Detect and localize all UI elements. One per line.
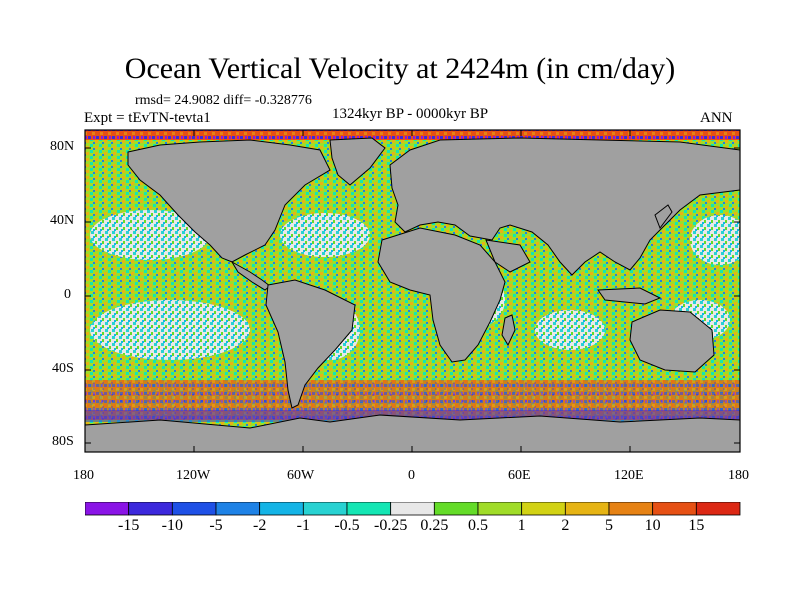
indonesia [597,287,662,305]
lat-tick-label: 80S [52,434,74,449]
colorbar-swatch [390,502,435,516]
lon-tick-label: 0 [408,468,415,483]
antarctica [85,414,740,452]
colorbar-swatch [128,502,173,516]
tick-marks [84,130,741,452]
experiment-label: Expt = tEvTN-tevta1 [84,110,211,126]
colorbar-label: -0.25 [373,517,408,534]
colorbar-label: -15 [117,517,140,534]
colorbar-label: 1 [517,517,526,534]
lon-tick-label: 120W [176,468,211,483]
lon-tick-label: 180 [728,468,749,483]
colorbar-swatch [259,502,304,516]
madagascar [501,314,516,347]
colorbar-swatch [608,502,654,516]
australia [629,309,715,373]
colorbar-label: 2 [561,517,570,534]
season-label: ANN [700,110,733,126]
lat-tick-label: 80N [50,139,75,154]
colorbar-swatch [85,502,130,516]
colorbar-label: -2 [252,517,267,534]
stats-text: rmsd= 24.9082 diff= -0.328776 [135,93,312,108]
colorbar-label: 0.25 [420,517,449,534]
colorbar-label: 0.5 [468,517,488,534]
lon-tick-label: 120E [614,468,644,483]
map-field [85,130,740,452]
land-masses [85,137,740,452]
eurasia [389,137,740,276]
lon-tick-label: 60W [287,468,315,483]
lon-tick-label: 60E [508,468,531,483]
lat-tick-label: 0 [64,287,71,302]
colorbar-swatch [346,502,392,516]
colorbar-label: 5 [605,517,613,534]
colorbar-label: 10 [644,517,661,534]
colorbar-swatch [695,502,741,516]
colorbar-swatch [433,502,479,516]
lat-tick-label: 40S [52,361,74,376]
lat-tick-label: 40N [50,213,75,228]
japan [654,204,673,230]
colorbar-label: -5 [209,517,223,534]
colorbar-label: 15 [688,517,705,534]
lon-tick-label: 180 [73,468,94,483]
colorbar-label: -10 [161,517,183,534]
south-america [265,279,356,409]
colorbar-swatch [215,502,261,516]
colorbar-swatch [302,502,348,516]
greenland [329,137,386,186]
colorbar-swatch [652,502,697,516]
arabian-peninsula [485,239,531,273]
africa [377,227,506,363]
north-america [127,139,331,263]
colorbar-swatch [564,502,610,516]
colorbar-swatch [477,502,523,516]
colorbar-label: -0.5 [334,517,360,534]
colorbar-swatch [171,502,217,516]
colorbar [85,502,741,516]
period-label: 1324kyr BP - 0000kyr BP [331,106,489,122]
map-title: Ocean Vertical Velocity at 2424m (in cm/… [124,52,676,85]
colorbar-label: -1 [296,517,310,534]
colorbar-swatch [521,502,566,516]
